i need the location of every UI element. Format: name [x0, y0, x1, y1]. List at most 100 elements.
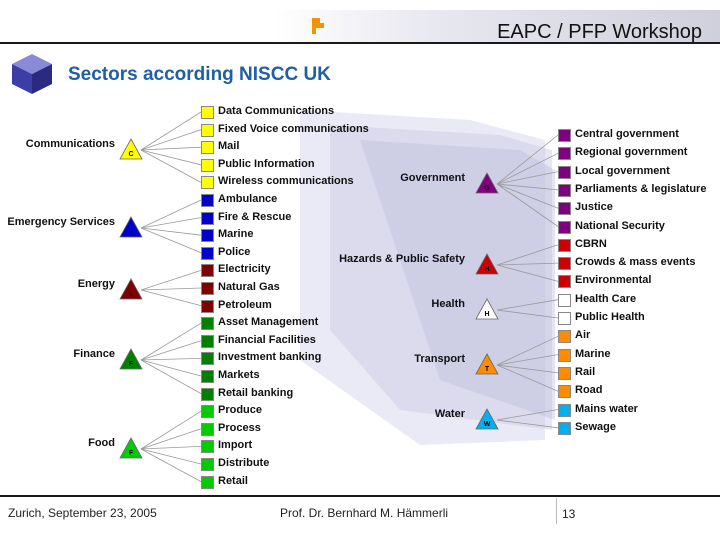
cube-logo-icon — [12, 54, 52, 94]
color-box — [201, 106, 214, 119]
left-item-police: Police — [218, 245, 251, 258]
connector-line — [496, 171, 559, 185]
sector-label-finance: Finance — [73, 348, 115, 360]
footer-divider — [0, 495, 720, 497]
connector-line — [496, 262, 559, 266]
connector-line — [496, 183, 559, 209]
color-box — [558, 421, 571, 435]
arrow-logo-icon — [312, 18, 324, 34]
color-box — [201, 141, 214, 155]
sector-letter: W — [484, 421, 491, 428]
left-item-markets: Markets — [218, 369, 260, 381]
color-box — [201, 405, 214, 419]
left-item-public-information: Public Information — [218, 157, 315, 170]
left-item-asset-management: Asset Management — [218, 316, 319, 329]
left-item-mail: Mail — [218, 140, 240, 153]
left-tree: C E E F F — [119, 111, 202, 482]
connector-line — [140, 199, 202, 229]
color-box — [558, 165, 571, 179]
header-band — [0, 10, 720, 44]
left-item-produce: Produce — [218, 404, 263, 417]
connector-line — [140, 428, 202, 450]
connector-line — [140, 287, 202, 291]
sector-letter: H — [484, 266, 489, 273]
left-item-fire-rescue: Fire & Rescue — [218, 210, 292, 223]
connector-line — [140, 340, 202, 361]
background-shape-3 — [360, 140, 555, 420]
sector-triangle-communications — [119, 138, 143, 160]
connector-line — [140, 146, 202, 151]
left-item-process: Process — [218, 421, 261, 434]
sector-label-energy: Energy — [77, 278, 115, 290]
left-item-investment-banking: Investment banking — [218, 351, 322, 364]
connector-line — [140, 448, 202, 465]
connector-line — [140, 359, 202, 377]
right-item-regional-government: Regional government — [575, 146, 688, 159]
color-box — [558, 366, 571, 380]
sector-label-government: Government — [400, 172, 465, 184]
connector-line — [496, 364, 559, 392]
right-item-local-government: Local government — [575, 164, 670, 177]
sector-triangle-finance — [119, 348, 143, 370]
sector-letter: H — [484, 311, 489, 318]
color-box — [558, 220, 571, 234]
connector-line — [496, 364, 559, 374]
color-box — [201, 176, 214, 190]
right-item-health-care: Health Care — [575, 292, 637, 305]
sector-label-health: Health — [431, 298, 465, 310]
sector-letter: E — [129, 229, 134, 236]
connector-line — [496, 354, 559, 366]
right-item-cbrn: CBRN — [575, 237, 607, 250]
color-box — [558, 183, 571, 197]
left-item-retail: Retail — [218, 474, 248, 487]
right-item-national-security: National Security — [575, 219, 665, 232]
page-number-divider — [556, 498, 557, 524]
color-box — [201, 422, 214, 436]
color-box — [201, 370, 214, 383]
connector-line — [140, 227, 202, 254]
sector-label-communications: Communications — [25, 138, 115, 150]
color-box — [201, 352, 214, 366]
right-item-environmental: Environmental — [575, 274, 652, 287]
left-item-distribute: Distribute — [218, 457, 270, 469]
color-box — [558, 385, 571, 399]
color-box — [201, 211, 214, 225]
sector-triangle-health — [475, 298, 499, 320]
color-box — [558, 147, 571, 161]
sector-letter: T — [485, 366, 490, 373]
right-tree: G H H T W — [475, 134, 559, 430]
sector-letter: C — [128, 151, 133, 158]
sector-letter: E — [129, 291, 134, 298]
sector-triangle-emergency-services — [119, 216, 143, 238]
connector-line — [140, 410, 202, 450]
color-box — [201, 334, 214, 348]
color-box — [558, 275, 571, 289]
slide-title: Sectors according NISCC UK — [68, 64, 331, 85]
right-item-justice: Justice — [575, 201, 613, 214]
sector-triangle-hazards-public-safety — [475, 253, 499, 275]
right-item-road: Road — [575, 384, 603, 397]
color-box — [201, 317, 214, 331]
right-item-crowds-mass-events: Crowds & mass events — [575, 256, 696, 269]
left-item-petroleum: Petroleum — [218, 298, 272, 311]
connector-line — [496, 299, 559, 311]
color-box — [558, 238, 571, 252]
color-box — [201, 387, 214, 401]
color-box — [201, 475, 214, 489]
connector-line — [140, 448, 202, 482]
connector-line — [140, 227, 202, 236]
connector-line — [496, 309, 559, 319]
sector-triangle-food — [119, 437, 143, 459]
sector-label-food: Food — [88, 437, 115, 449]
left-item-marine: Marine — [218, 228, 254, 241]
right-item-public-health: Public Health — [575, 311, 645, 323]
color-box — [201, 158, 214, 172]
connector-line — [140, 149, 202, 183]
sector-label-transport: Transport — [414, 353, 465, 365]
sector-triangle-energy — [119, 278, 143, 300]
connector-line — [496, 152, 559, 185]
color-box — [201, 246, 214, 260]
right-item-mains-water: Mains water — [575, 402, 638, 415]
left-item-financial-facilities: Financial Facilities — [218, 333, 316, 346]
connector-line — [496, 419, 559, 429]
